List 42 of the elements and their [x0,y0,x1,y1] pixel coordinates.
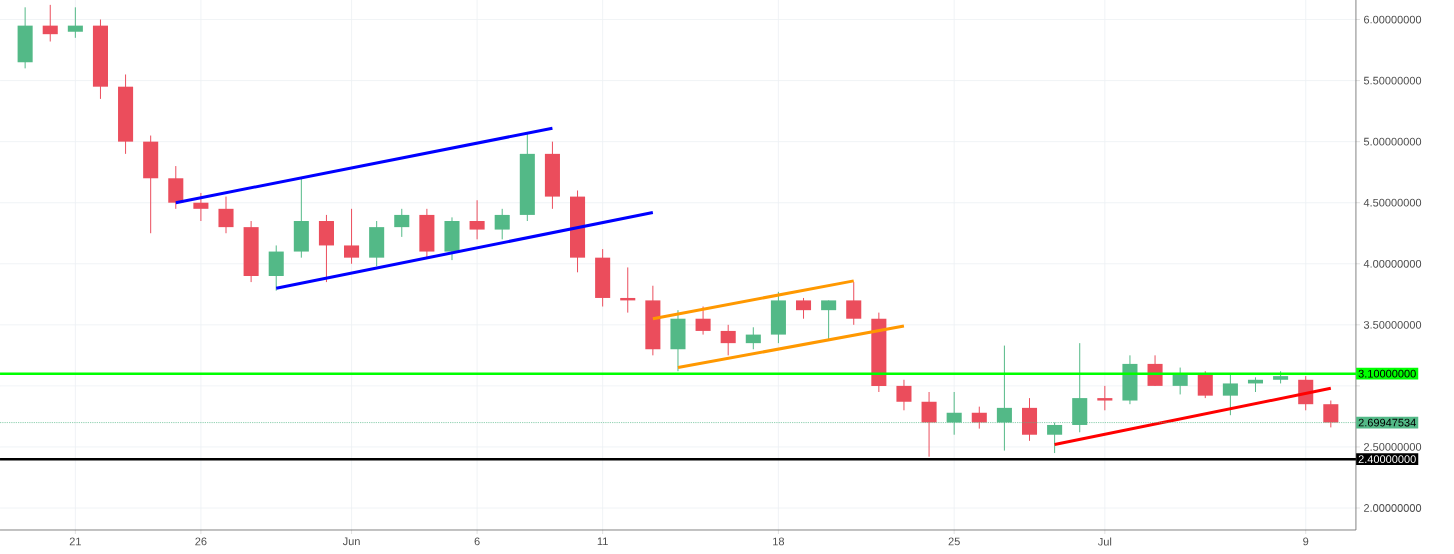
x-tick-label: Jun [342,537,360,546]
candlestick [821,299,837,340]
y-tick-label: 6.00000000 [1364,15,1422,24]
x-tick-label: 18 [773,537,785,546]
candlestick [494,208,510,240]
candlestick [846,281,862,326]
y-tick-label: 4.00000000 [1363,259,1422,268]
x-tick-label: 21 [69,537,81,546]
candlestick [218,196,234,234]
x-tick-label: 9 [1303,537,1309,546]
candlestick [695,306,711,336]
candlestick [344,208,360,265]
candlestick [795,297,812,320]
candlestick [193,192,209,222]
y-tick-label: 2.00000000 [1364,504,1422,512]
candlestick [469,199,485,240]
x-tick-label: 11 [597,537,608,546]
candlestick [971,406,987,430]
candlestick [1172,367,1188,395]
candlestick [394,208,410,238]
y-tick-label: 3.50000000 [1363,320,1422,329]
candlestick [1323,400,1339,428]
candlestick [1197,370,1213,399]
candlestick [1222,373,1238,416]
candlestick [42,4,58,43]
candlestick [745,326,761,350]
ref-line-label: 2.40000000 [1358,455,1416,464]
candlestick [921,391,937,458]
ref-line-label: 3.10000000 [1358,369,1416,378]
candlestick [896,379,912,411]
x-tick-label: 25 [948,537,960,546]
y-tick-label: 5.50000000 [1363,76,1422,85]
candlestick [67,6,83,39]
x-tick-label: 26 [195,537,207,546]
candlestick [1097,385,1113,411]
x-tick-label: 6 [474,537,480,546]
y-tick-label: 2.50000000 [1364,443,1422,451]
candlestick [720,324,736,356]
y-tick-label: 4.50000000 [1363,198,1422,207]
y-tick-label: 5.00000000 [1363,137,1422,146]
ref-line-label: 2.69947534 [1358,418,1416,427]
x-tick-label: Jul [1097,537,1112,546]
